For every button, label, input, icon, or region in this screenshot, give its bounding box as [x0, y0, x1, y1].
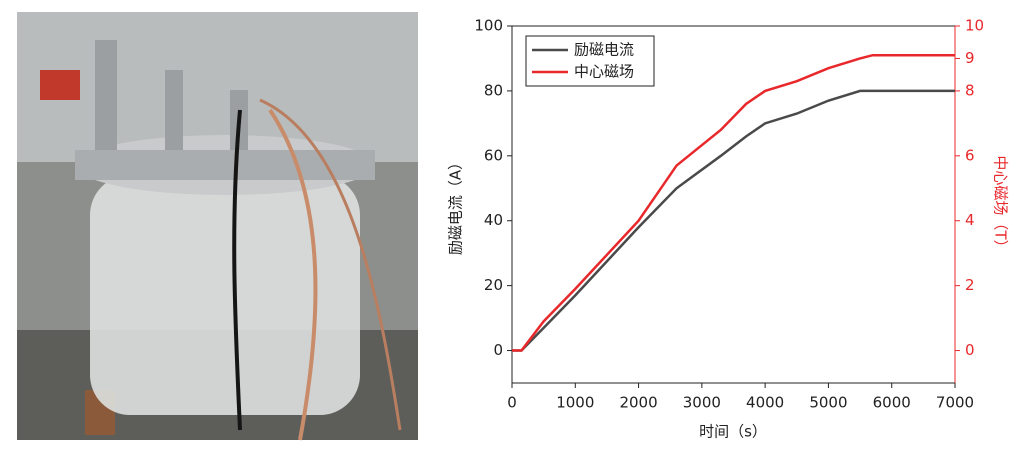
x-tick-label: 4000 [746, 394, 784, 412]
x-tick-label: 0 [507, 394, 517, 412]
x-tick-label: 2000 [619, 394, 657, 412]
y-tick-label: 100 [474, 17, 503, 35]
legend-box [525, 35, 655, 87]
x-tick-label: 1000 [556, 394, 594, 412]
legend-label: 励磁电流 [574, 41, 634, 59]
y2-tick-label: 8 [965, 81, 975, 99]
y2-tick-label: 9 [965, 49, 975, 67]
x-axis-label: 时间（s） [699, 423, 767, 441]
y2-axis-label: 中心磁场（T） [992, 155, 1010, 254]
y-tick-label: 40 [484, 211, 503, 229]
y-axis-label: 励磁电流（A） [447, 155, 465, 255]
y2-tick-label: 10 [965, 17, 984, 35]
y2-tick-label: 6 [965, 146, 975, 164]
y-tick-label: 20 [484, 276, 503, 294]
series-line [512, 89, 955, 352]
y-tick-label: 0 [493, 341, 503, 359]
photo [17, 12, 418, 441]
x-tick-label: 7000 [936, 394, 974, 412]
y2-tick-label: 4 [965, 211, 975, 229]
y2-tick-label: 2 [965, 276, 975, 294]
x-tick-label: 5000 [809, 394, 847, 412]
x-tick-label: 6000 [873, 394, 911, 412]
series-line [512, 53, 955, 352]
y-tick-label: 80 [484, 81, 503, 99]
x-tick-label: 3000 [683, 394, 721, 412]
y-tick-label: 60 [484, 146, 503, 164]
legend-label: 中心磁场 [574, 63, 634, 81]
y2-tick-label: 0 [965, 341, 975, 359]
